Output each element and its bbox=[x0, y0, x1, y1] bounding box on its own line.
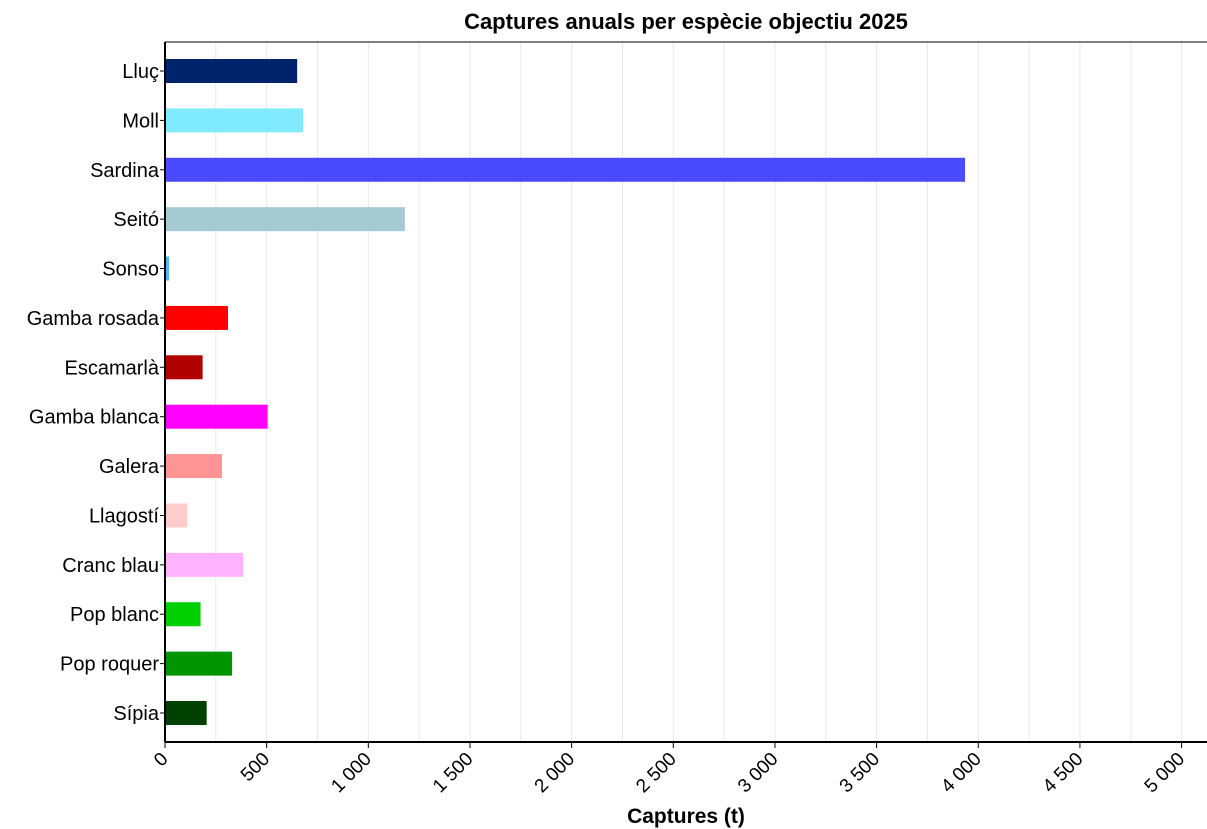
bar-sonso bbox=[165, 256, 170, 281]
y-tick-label: Llagostí bbox=[89, 505, 159, 527]
y-tick-label: Gamba blanca bbox=[29, 407, 160, 429]
y-tick-label: Gamba rosada bbox=[27, 308, 160, 330]
y-tick-label: Pop roquer bbox=[60, 654, 159, 676]
bar-cranc-blau bbox=[165, 552, 244, 577]
bar-llagostí bbox=[165, 503, 188, 528]
y-tick-label: Sonso bbox=[102, 259, 159, 281]
bar-lluç bbox=[165, 59, 298, 83]
bar-galera bbox=[165, 454, 222, 479]
bar-pop-blanc bbox=[165, 602, 201, 627]
y-tick-label: Pop blanc bbox=[70, 604, 159, 626]
bar-sípia bbox=[165, 701, 207, 725]
grid bbox=[215, 42, 1183, 742]
bar-escamarlà bbox=[165, 355, 203, 380]
x-tick-label: 2 000 bbox=[531, 749, 579, 797]
bar-seitó bbox=[165, 207, 405, 232]
y-tick-label: Seitó bbox=[113, 209, 159, 231]
x-tick-label: 0 bbox=[150, 749, 172, 771]
chart-title: Captures anuals per espècie objectiu 202… bbox=[464, 9, 908, 34]
x-tick-label: 1 500 bbox=[429, 749, 477, 797]
y-tick-label: Sardina bbox=[90, 160, 160, 182]
bar-sardina bbox=[165, 157, 966, 182]
bar-pop-roquer bbox=[165, 651, 233, 676]
bar-moll bbox=[165, 108, 304, 133]
x-tick-label: 3 500 bbox=[836, 749, 884, 797]
y-tick-label: Escamarlà bbox=[65, 357, 160, 379]
x-tick-label: 2 500 bbox=[632, 749, 680, 797]
x-tick-label: 5 000 bbox=[1141, 749, 1189, 797]
x-tick-label: 500 bbox=[237, 749, 274, 786]
y-tick-label: Lluç bbox=[122, 61, 159, 83]
x-tick-label: 3 000 bbox=[734, 749, 782, 797]
x-tick-label: 4 500 bbox=[1039, 749, 1087, 797]
y-tick-label: Cranc blau bbox=[62, 555, 159, 577]
bar-gamba-blanca bbox=[165, 404, 268, 429]
y-tick-label: Galera bbox=[99, 456, 160, 478]
x-axis-title: Captures (t) bbox=[627, 805, 745, 828]
x-axis: 0 500 1 000 1 500 2 000 2 500 3 000 3 500 4 000 4… bbox=[150, 41, 1207, 797]
bars bbox=[165, 59, 966, 725]
bar-gamba-rosada bbox=[165, 305, 229, 330]
x-tick-label: 1 000 bbox=[327, 749, 375, 797]
x-tick-label: 4 000 bbox=[937, 749, 985, 797]
y-axis: Lluç Moll Sardina Seitó Sonso Gamba rosada Esc… bbox=[27, 42, 166, 742]
y-tick-label: Sípia bbox=[113, 703, 159, 725]
y-tick-label: Moll bbox=[122, 110, 159, 132]
